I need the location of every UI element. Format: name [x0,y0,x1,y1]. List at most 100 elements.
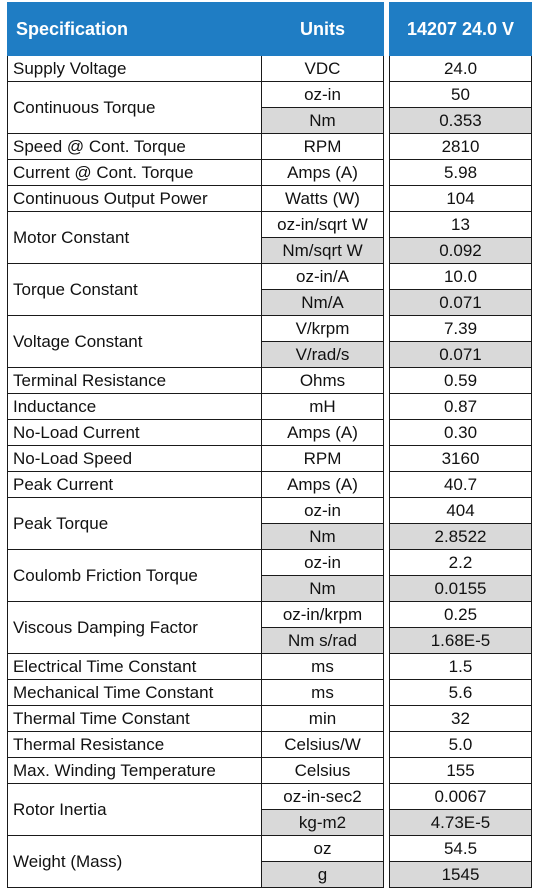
table-row: Motor Constant oz-in/sqrt W [7,211,384,264]
table-row: Current @ Cont. Torque Amps (A) [7,159,384,186]
value-cell: 0.59 [389,367,532,394]
value-cell: 0.30 [389,419,532,446]
unit-cell: min [261,705,384,732]
value-cell: 0.071 [389,341,532,368]
unit-cell: Watts (W) [261,185,384,212]
spec-units-table: Specification Units Supply Voltage VDC Con… [7,2,384,888]
unit-cell: oz-in/krpm [261,601,384,628]
value-cell: 1.68E-5 [389,627,532,654]
table-row: Rotor Inertia oz-in-sec2 [7,783,384,836]
unit-cell: oz-in/sqrt W [261,211,384,238]
value-cell: 1.5 [389,653,532,680]
spec-name-cell: Motor Constant [7,211,262,264]
value-cell: 0.071 [389,289,532,316]
unit-cell: RPM [261,133,384,160]
table-row: Terminal Resistance Ohms [7,367,384,394]
unit-cell: VDC [261,55,384,82]
table-row: 54.5 [389,835,532,862]
table-row: Nm [8,575,384,602]
value-cell: 2.8522 [389,523,532,550]
table-row: 5.98 [389,159,532,186]
unit-cell: mH [261,393,384,420]
value-cell: 5.0 [389,731,532,758]
value-cell: 0.25 [389,601,532,628]
spec-name-cell: Torque Constant [7,263,262,316]
table-row: 32 [389,705,532,732]
unit-cell: g [261,861,384,888]
table-row: g [8,861,384,888]
unit-cell: oz-in-sec2 [261,783,384,810]
spec-units-table-container: Specification Units Supply Voltage VDC Con… [7,2,384,888]
value-cell: 54.5 [389,835,532,862]
table-row: No-Load Current Amps (A) [7,419,384,446]
values-body: 24.0 50 0.353 2810 5.98 104 13 0.092 10.0 0.071 7.… [389,55,532,888]
spec-name-cell: Voltage Constant [7,315,262,368]
unit-cell: oz-in [261,549,384,576]
table-row: 0.59 [389,367,532,394]
table-row: 10.0 [389,263,532,290]
table-row: 1545 [389,861,532,888]
spec-name-cell: Speed @ Cont. Torque [7,133,262,160]
value-cell: 4.73E-5 [389,809,532,836]
spec-name-cell: Thermal Time Constant [7,705,262,732]
table-row: Supply Voltage VDC [7,55,384,82]
unit-cell: Amps (A) [261,419,384,446]
spec-name-cell: Supply Voltage [7,55,262,82]
table-row: Nm [8,107,384,134]
table-row: 4.73E-5 [389,809,532,836]
table-row: 1.68E-5 [389,627,532,654]
unit-cell: Amps (A) [261,471,384,498]
table-row: Max. Winding Temperature Celsius [7,757,384,784]
unit-cell: Celsius [261,757,384,784]
spec-name-cell: No-Load Current [7,419,262,446]
value-cell: 0.0067 [389,783,532,810]
spec-name-cell: Weight (Mass) [7,835,262,888]
unit-cell: Nm s/rad [261,627,384,654]
value-cell: 3160 [389,445,532,472]
value-cell: 5.98 [389,159,532,186]
value-cell: 13 [389,211,532,238]
table-row: Speed @ Cont. Torque RPM [7,133,384,160]
table-row: 0.30 [389,419,532,446]
table-row: 5.0 [389,731,532,758]
spec-name-cell: Max. Winding Temperature [7,757,262,784]
unit-cell: kg-m2 [261,809,384,836]
table-row: 155 [389,757,532,784]
spec-name-cell: Thermal Resistance [7,731,262,758]
spec-name-cell: Viscous Damping Factor [7,601,262,654]
specification-header: Specification [7,2,262,56]
table-row: V/rad/s [8,341,384,368]
table-row: 5.6 [389,679,532,706]
value-cell: 0.0155 [389,575,532,602]
table-row: 0.071 [389,289,532,316]
table-row: Continuous Torque oz-in [7,81,384,134]
table-row: Inductance mH [7,393,384,420]
unit-cell: Ohms [261,367,384,394]
spec-name-cell: Electrical Time Constant [7,653,262,680]
value-cell: 104 [389,185,532,212]
table-row: Peak Torque oz-in [7,497,384,550]
value-cell: 0.353 [389,107,532,134]
table-row: 1.5 [389,653,532,680]
table-row: 3160 [389,445,532,472]
unit-cell: Nm/A [261,289,384,316]
value-cell: 0.87 [389,393,532,420]
spec-name-cell: No-Load Speed [7,445,262,472]
unit-cell: Nm [261,575,384,602]
spec-name-cell: Current @ Cont. Torque [7,159,262,186]
spec-name-cell: Mechanical Time Constant [7,679,262,706]
unit-cell: oz [261,835,384,862]
value-cell: 155 [389,757,532,784]
table-row: kg-m2 [8,809,384,836]
model-header: 14207 24.0 V [389,2,532,56]
spec-name-cell: Rotor Inertia [7,783,262,836]
value-cell: 0.092 [389,237,532,264]
table-row: Nm [8,523,384,550]
unit-cell: V/rad/s [261,341,384,368]
value-cell: 32 [389,705,532,732]
table-row: 0.25 [389,601,532,628]
units-header: Units [261,2,384,56]
unit-cell: RPM [261,445,384,472]
table-row: 13 [389,211,532,238]
table-row: 104 [389,185,532,212]
